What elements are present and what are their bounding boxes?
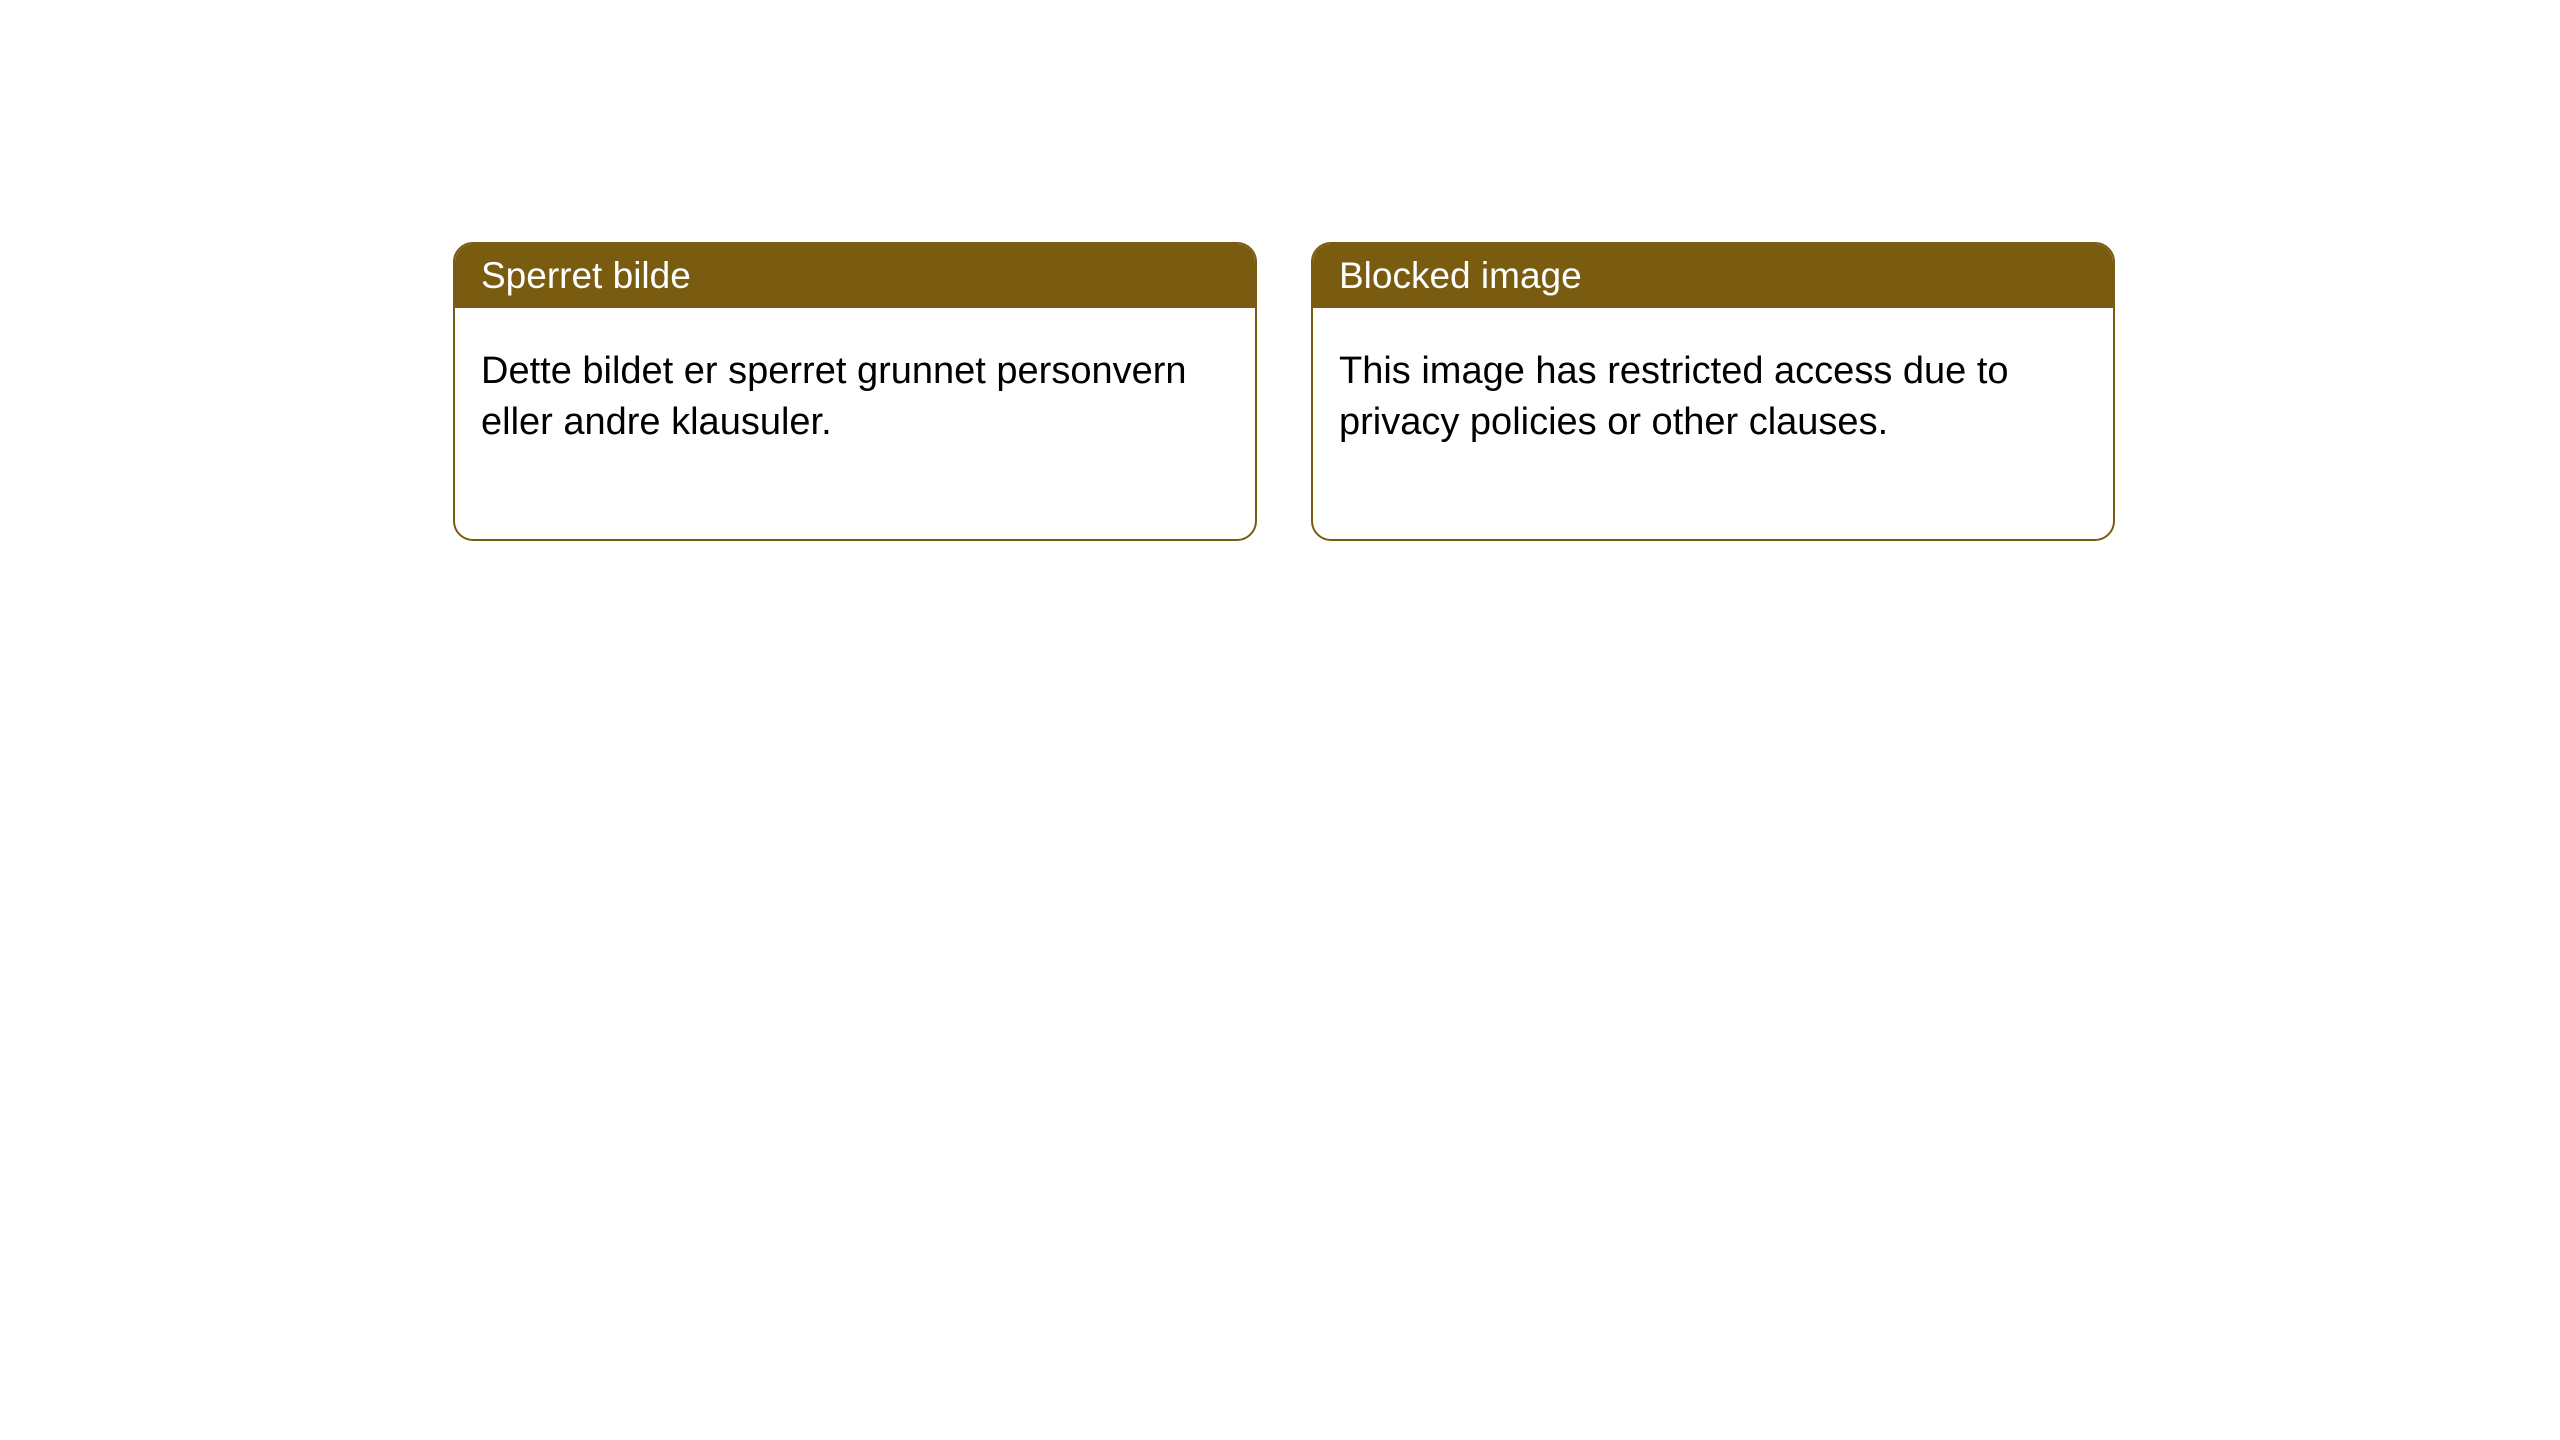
notice-card-title: Blocked image [1313,244,2113,308]
notice-card-body: Dette bildet er sperret grunnet personve… [455,308,1255,539]
notice-card-title: Sperret bilde [455,244,1255,308]
notice-card-english: Blocked image This image has restricted … [1311,242,2115,541]
notice-card-norwegian: Sperret bilde Dette bildet er sperret gr… [453,242,1257,541]
notice-card-body: This image has restricted access due to … [1313,308,2113,539]
notice-container: Sperret bilde Dette bildet er sperret gr… [0,0,2560,541]
